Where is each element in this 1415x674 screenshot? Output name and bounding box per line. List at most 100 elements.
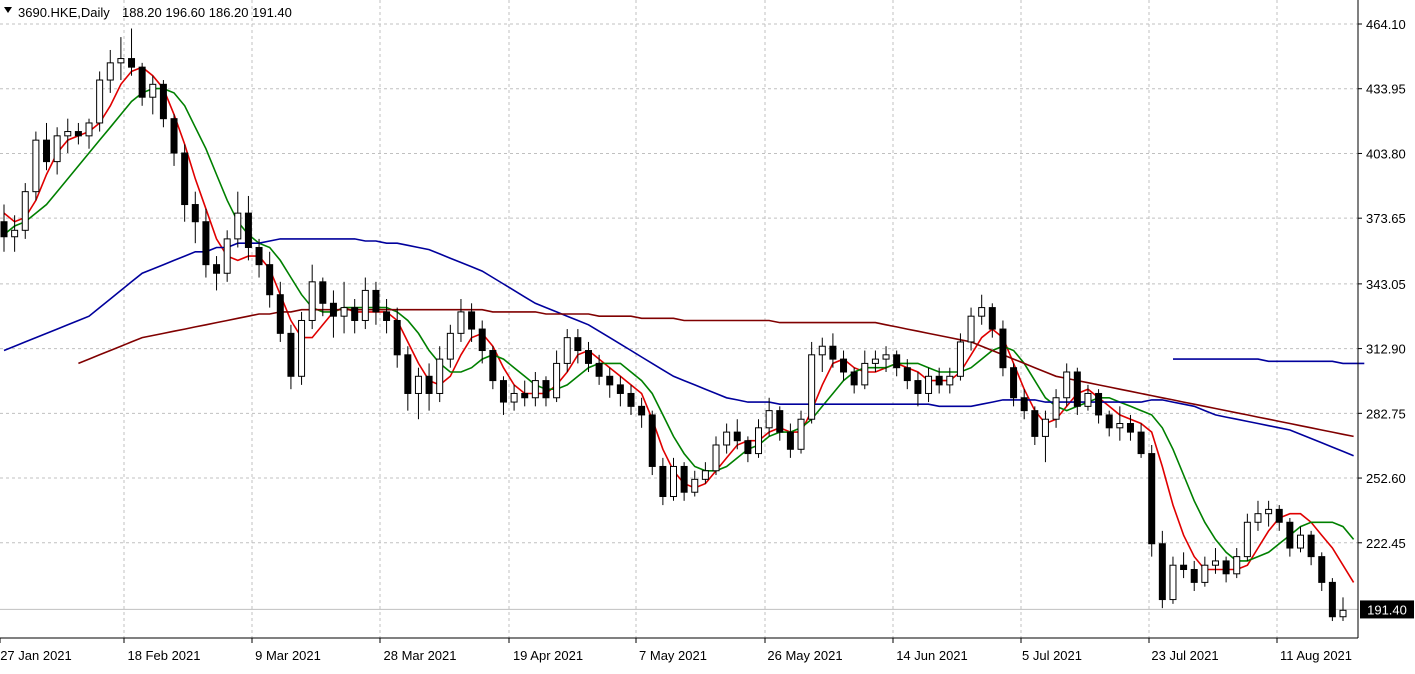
candle-body [489, 350, 497, 382]
candle-body [744, 440, 752, 455]
candle-body [351, 307, 359, 321]
candle-body [1137, 431, 1145, 455]
candle [925, 367, 933, 403]
candle-body [1041, 418, 1049, 437]
candle-body [574, 337, 582, 352]
candle-body [43, 139, 51, 163]
candle [659, 457, 667, 506]
candle-body [287, 332, 295, 377]
candle-body [223, 238, 231, 274]
time-tick-label: 28 Mar 2021 [384, 648, 457, 663]
candle [32, 131, 40, 201]
candle-body [1020, 397, 1028, 412]
candle [670, 457, 677, 501]
candle [138, 62, 146, 106]
time-tick-label: 5 Jul 2021 [1022, 648, 1082, 663]
candle-body [117, 58, 125, 64]
candle [542, 376, 550, 407]
candle [1190, 560, 1198, 591]
candle-body [393, 319, 401, 356]
candle [829, 333, 837, 368]
candle [383, 299, 391, 334]
candle-body [691, 478, 699, 493]
candle [1084, 384, 1092, 411]
candle-body [521, 392, 529, 399]
candle [1328, 578, 1336, 622]
candle [1169, 556, 1177, 604]
candle [1286, 517, 1294, 557]
candle-body [808, 354, 816, 420]
candle-body [776, 410, 784, 433]
candle-body [1190, 569, 1198, 583]
candle-body [542, 380, 550, 399]
candle-body [786, 431, 794, 450]
candle [1158, 530, 1166, 609]
candle [85, 118, 93, 149]
candle [340, 281, 348, 334]
candle-body [191, 204, 199, 223]
time-tick-label: 18 Feb 2021 [127, 648, 200, 663]
candle-body [181, 152, 189, 206]
candle-body [1116, 423, 1124, 429]
candle [478, 320, 486, 364]
candle-body [701, 470, 709, 480]
candle-body [372, 289, 380, 313]
caret-down-icon[interactable] [4, 7, 12, 13]
candle [978, 294, 986, 325]
candle-body [1296, 534, 1304, 549]
candle-body [32, 139, 40, 193]
candle [159, 80, 167, 128]
candle [935, 367, 943, 394]
candle [1339, 597, 1347, 622]
candle-body [1031, 410, 1039, 437]
candle-body [1169, 564, 1177, 601]
candle [499, 376, 507, 415]
candle [1052, 389, 1060, 428]
price-tick-label: 222.45 [1366, 536, 1406, 551]
candle-body [797, 418, 805, 450]
candle-body [1073, 371, 1081, 407]
chart-header: 3690.HKE,Daily 188.20 196.60 186.20 191.… [4, 5, 292, 20]
price-tick-label: 252.60 [1366, 471, 1406, 486]
candle-body [765, 410, 773, 429]
candle [0, 204, 8, 252]
candle-body [1180, 564, 1188, 571]
candle [786, 423, 794, 458]
candle-body [1222, 560, 1230, 575]
candle-body [1233, 556, 1241, 575]
candle [871, 350, 879, 372]
candle-body [935, 375, 943, 386]
candle [1073, 367, 1081, 415]
candle [1296, 526, 1304, 553]
candle [43, 122, 51, 171]
candle [563, 329, 571, 372]
candle-body [1148, 453, 1156, 545]
candle [1265, 500, 1273, 527]
candle-body [425, 375, 433, 394]
candles [0, 28, 1347, 622]
candle-body [468, 311, 476, 330]
candle [616, 376, 624, 407]
candle [648, 410, 656, 476]
candle-body [903, 367, 911, 382]
candle [574, 329, 582, 364]
candle [893, 350, 901, 377]
candle [106, 49, 114, 93]
candle-body [499, 380, 507, 403]
candle [765, 397, 773, 437]
candle [149, 75, 157, 115]
candle [425, 363, 433, 411]
candle-body [298, 319, 306, 377]
candle-body [882, 354, 890, 360]
candle-body [606, 375, 614, 386]
candle-body [446, 332, 454, 360]
candle-body [1084, 392, 1092, 407]
candle-body [999, 328, 1007, 369]
candle-body [340, 307, 348, 317]
candle-body [478, 328, 486, 352]
time-tick-label: 27 Jan 2021 [0, 648, 72, 663]
candle-body [234, 212, 242, 240]
candle [638, 397, 646, 428]
